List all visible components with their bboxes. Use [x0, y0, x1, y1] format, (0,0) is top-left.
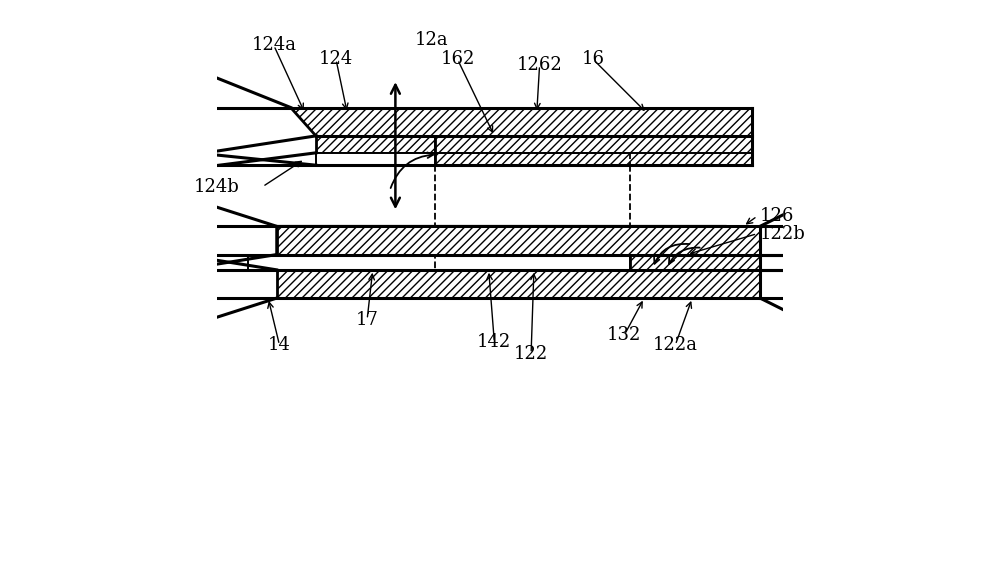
Text: 122b: 122b	[760, 224, 806, 243]
Bar	[435, 254, 630, 270]
Text: 124b: 124b	[194, 178, 240, 196]
Text: 126: 126	[760, 207, 794, 225]
Polygon shape	[435, 136, 752, 165]
Text: 17: 17	[356, 310, 379, 328]
Polygon shape	[291, 107, 752, 136]
Polygon shape	[277, 226, 760, 254]
Text: 1262: 1262	[517, 56, 562, 74]
Polygon shape	[277, 270, 760, 298]
Text: 12a: 12a	[415, 31, 449, 48]
Text: 132: 132	[607, 326, 642, 344]
Text: 122: 122	[514, 344, 548, 362]
Text: 124: 124	[319, 51, 353, 69]
Polygon shape	[316, 136, 435, 153]
Text: 124a: 124a	[251, 36, 296, 54]
Text: 14: 14	[268, 336, 291, 354]
Text: 16: 16	[582, 51, 605, 69]
Polygon shape	[277, 226, 760, 254]
Text: 142: 142	[477, 334, 511, 351]
Text: 122a: 122a	[653, 336, 698, 354]
Bar	[248, 254, 630, 270]
Polygon shape	[630, 254, 760, 270]
Text: 162: 162	[440, 51, 475, 69]
Bar	[435, 153, 630, 165]
Bar	[316, 153, 435, 165]
